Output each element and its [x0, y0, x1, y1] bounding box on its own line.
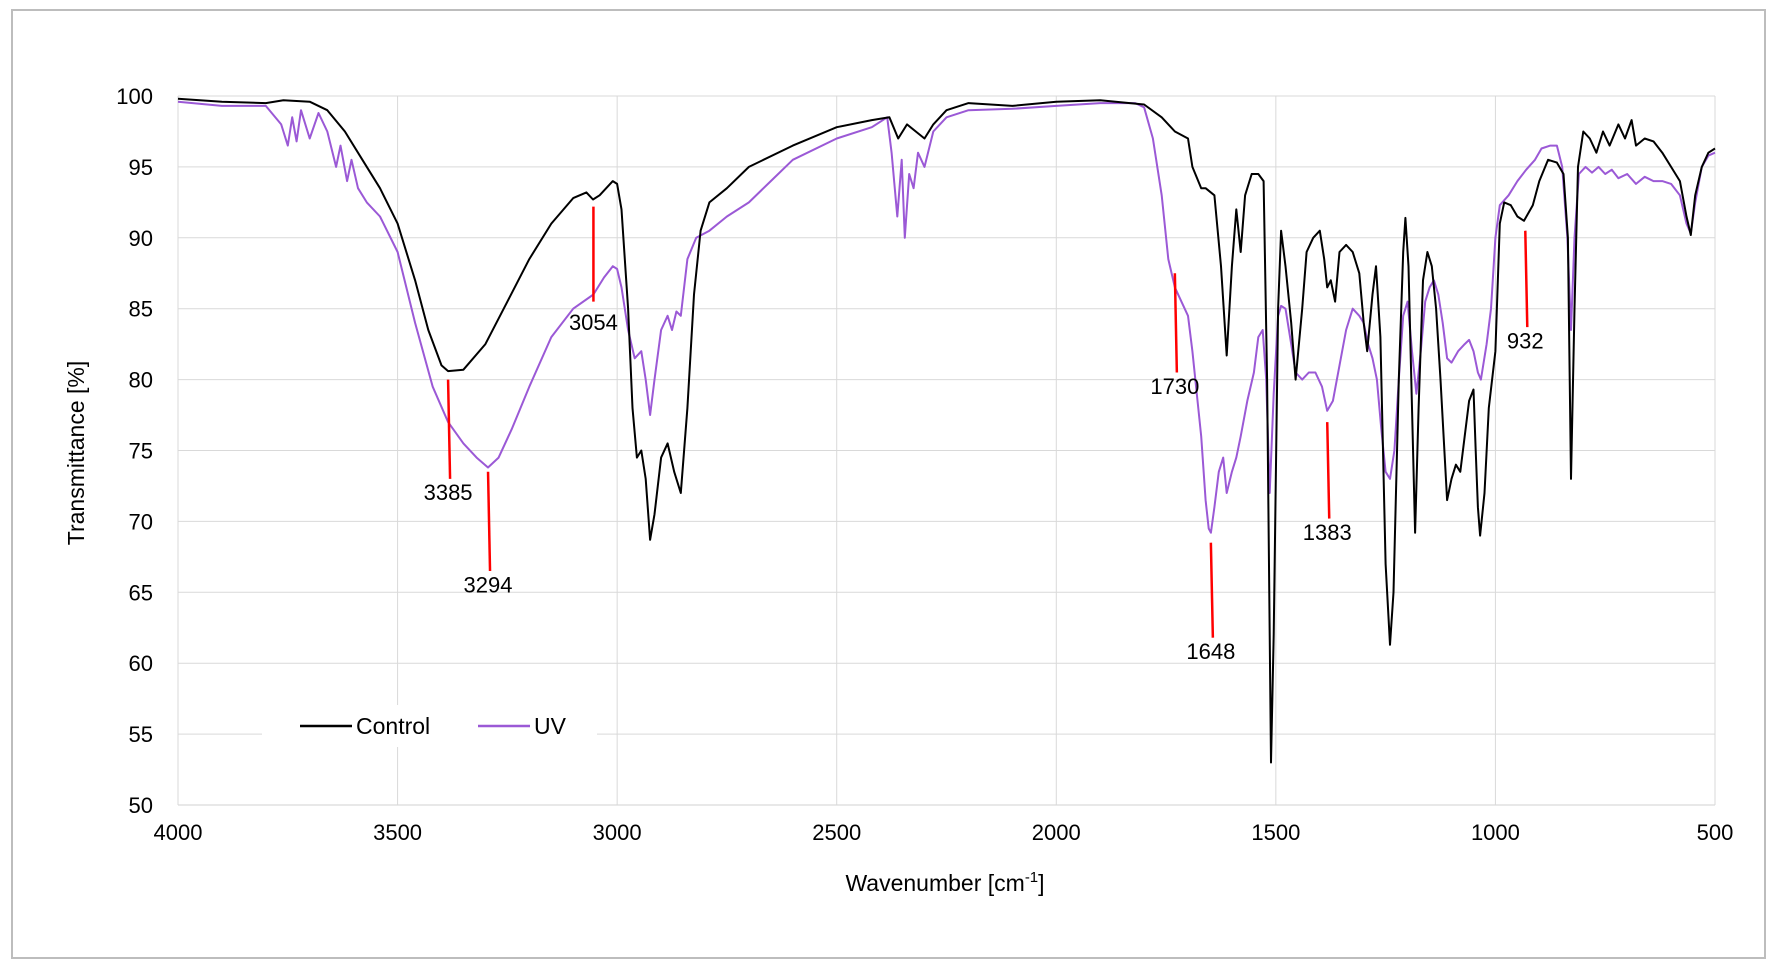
y-tick-label: 70: [129, 509, 153, 534]
x-tick-label: 3500: [373, 820, 422, 845]
annotation-label: 1730: [1150, 374, 1199, 399]
x-tick-label: 500: [1697, 820, 1734, 845]
annotation-marker: [1325, 422, 1331, 519]
x-tick-label: 1000: [1471, 820, 1520, 845]
y-tick-label: 55: [129, 722, 153, 747]
annotation-marker: [1209, 542, 1215, 638]
annotation-label: 1648: [1186, 639, 1235, 664]
y-tick-label: 90: [129, 226, 153, 251]
x-tick-label: 4000: [154, 820, 203, 845]
legend-label-uv: UV: [534, 713, 567, 739]
y-tick-label: 75: [129, 439, 153, 464]
series-line-uv: [177, 100, 1716, 534]
annotation-label: 1383: [1303, 520, 1352, 545]
annotation-marker: [446, 379, 452, 479]
tick-labels: 4000 3500 3000 2500 2000 1500 1000 500 50 55 60 65 7…: [116, 84, 1733, 845]
x-axis-label: Wavenumber [cm-1]: [845, 869, 1044, 896]
annotation-layer: 3385 3294 3054 1730 1648 1383 932: [424, 206, 1544, 664]
legend-label-control: Control: [356, 713, 430, 739]
annotation-label: 3054: [569, 310, 618, 335]
x-tick-label: 2000: [1032, 820, 1081, 845]
annotation-marker: [486, 471, 492, 572]
y-tick-label: 60: [129, 651, 153, 676]
annotation-marker: [1524, 230, 1529, 328]
legend: Control UV: [262, 705, 597, 747]
x-tick-label: 2500: [812, 820, 861, 845]
y-tick-label: 50: [129, 793, 153, 818]
annotation-label: 3385: [424, 480, 473, 505]
y-tick-label: 85: [129, 297, 153, 322]
series-line-control: [177, 97, 1716, 764]
y-tick-label: 100: [116, 84, 153, 109]
y-axis-label: Transmittance [%]: [63, 361, 89, 545]
y-tick-label: 95: [129, 155, 153, 180]
x-tick-label: 1500: [1251, 820, 1300, 845]
grid: [177, 95, 1716, 806]
x-tick-label: 3000: [593, 820, 642, 845]
annotation-label: 3294: [464, 572, 513, 597]
annotation-marker: [1173, 273, 1179, 373]
y-tick-label: 80: [129, 368, 153, 393]
annotation-label: 932: [1507, 328, 1544, 353]
y-tick-label: 65: [129, 580, 153, 605]
series-layer: [177, 97, 1716, 764]
